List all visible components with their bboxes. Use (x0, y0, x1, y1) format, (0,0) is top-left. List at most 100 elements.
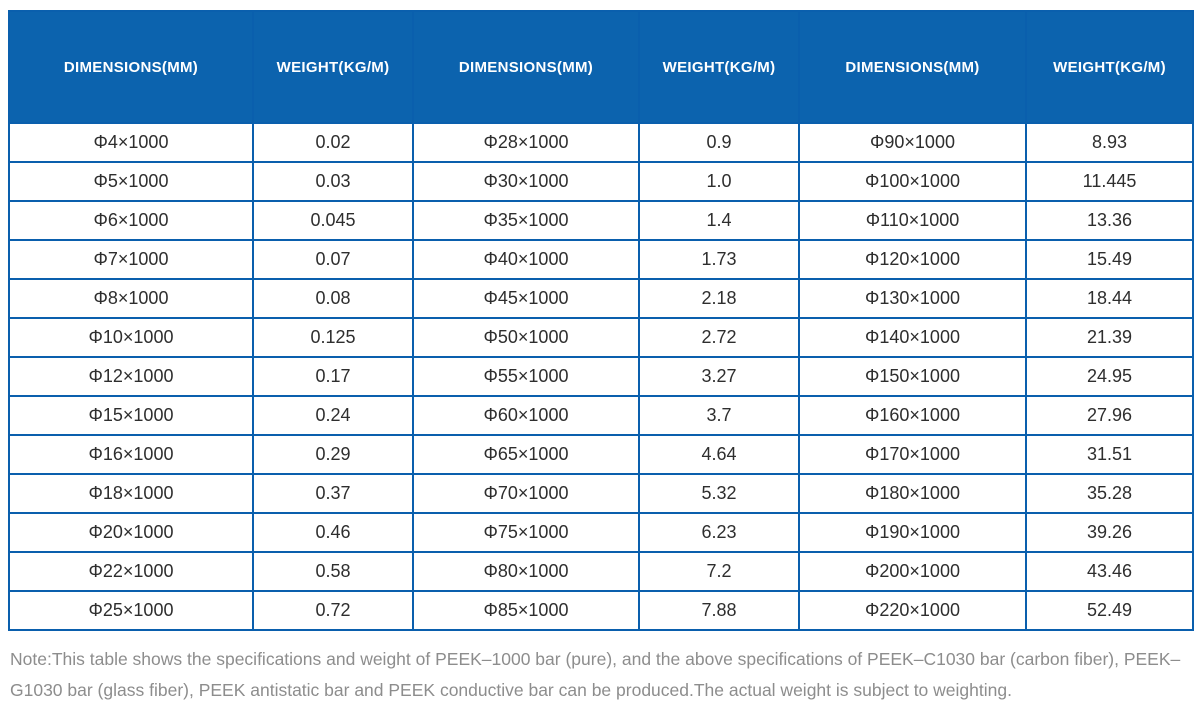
dimension-cell: Φ90×1000 (798, 122, 1027, 163)
header-weight-1: WEIGHT(KG/M) (252, 10, 414, 124)
dimension-cell: Φ85×1000 (412, 590, 640, 631)
dimension-cell: Φ40×1000 (412, 239, 640, 280)
weight-cell: 21.39 (1025, 317, 1194, 358)
dimension-cell: Φ170×1000 (798, 434, 1027, 475)
dimension-cell: Φ28×1000 (412, 122, 640, 163)
weight-cell: 0.29 (252, 434, 414, 475)
table-note: Note:This table shows the specifications… (10, 649, 1181, 700)
peek-bar-spec-table: DIMENSIONS(MM) WEIGHT(KG/M) DIMENSIONS(M… (8, 10, 1194, 631)
weight-cell: 0.72 (252, 590, 414, 631)
weight-cell: 1.4 (638, 200, 800, 241)
table-row: Φ10×1000 0.125 Φ50×1000 2.72 Φ140×1000 21.39 (8, 317, 1194, 358)
weight-cell: 3.7 (638, 395, 800, 436)
dimension-cell: Φ180×1000 (798, 473, 1027, 514)
weight-cell: 13.36 (1025, 200, 1194, 241)
table-row: Φ5×1000 0.03 Φ30×1000 1.0 Φ100×1000 11.445 (8, 161, 1194, 202)
weight-cell: 11.445 (1025, 161, 1194, 202)
weight-cell: 0.24 (252, 395, 414, 436)
table-row: Φ8×1000 0.08 Φ45×1000 2.18 Φ130×1000 18.44 (8, 278, 1194, 319)
dimension-cell: Φ35×1000 (412, 200, 640, 241)
dimension-cell: Φ25×1000 (8, 590, 254, 631)
weight-cell: 0.07 (252, 239, 414, 280)
dimension-cell: Φ6×1000 (8, 200, 254, 241)
table-row: Φ7×1000 0.07 Φ40×1000 1.73 Φ120×1000 15.49 (8, 239, 1194, 280)
weight-cell: 4.64 (638, 434, 800, 475)
table-row: Φ4×1000 0.02 Φ28×1000 0.9 Φ90×1000 8.93 (8, 122, 1194, 163)
weight-cell: 18.44 (1025, 278, 1194, 319)
weight-cell: 1.73 (638, 239, 800, 280)
weight-cell: 2.72 (638, 317, 800, 358)
weight-cell: 24.95 (1025, 356, 1194, 397)
dimension-cell: Φ10×1000 (8, 317, 254, 358)
weight-cell: 0.17 (252, 356, 414, 397)
dimension-cell: Φ30×1000 (412, 161, 640, 202)
dimension-cell: Φ65×1000 (412, 434, 640, 475)
dimension-cell: Φ75×1000 (412, 512, 640, 553)
weight-cell: 0.03 (252, 161, 414, 202)
dimension-cell: Φ220×1000 (798, 590, 1027, 631)
dimension-cell: Φ200×1000 (798, 551, 1027, 592)
weight-cell: 0.58 (252, 551, 414, 592)
weight-cell: 7.2 (638, 551, 800, 592)
dimension-cell: Φ190×1000 (798, 512, 1027, 553)
dimension-cell: Φ22×1000 (8, 551, 254, 592)
weight-cell: 15.49 (1025, 239, 1194, 280)
dimension-cell: Φ5×1000 (8, 161, 254, 202)
header-dimensions-1: DIMENSIONS(MM) (8, 10, 254, 124)
table-row: Φ20×1000 0.46 Φ75×1000 6.23 Φ190×1000 39.26 (8, 512, 1194, 553)
peek-bar-spec-table-wrap: DIMENSIONS(MM) WEIGHT(KG/M) DIMENSIONS(M… (8, 10, 1194, 631)
dimension-cell: Φ80×1000 (412, 551, 640, 592)
dimension-cell: Φ60×1000 (412, 395, 640, 436)
weight-cell: 0.46 (252, 512, 414, 553)
dimension-cell: Φ55×1000 (412, 356, 640, 397)
table-row: Φ12×1000 0.17 Φ55×1000 3.27 Φ150×1000 24.95 (8, 356, 1194, 397)
header-weight-2: WEIGHT(KG/M) (638, 10, 800, 124)
dimension-cell: Φ18×1000 (8, 473, 254, 514)
weight-cell: 8.93 (1025, 122, 1194, 163)
dimension-cell: Φ4×1000 (8, 122, 254, 163)
dimension-cell: Φ160×1000 (798, 395, 1027, 436)
dimension-cell: Φ16×1000 (8, 434, 254, 475)
dimension-cell: Φ12×1000 (8, 356, 254, 397)
dimension-cell: Φ140×1000 (798, 317, 1027, 358)
weight-cell: 1.0 (638, 161, 800, 202)
table-header-row: DIMENSIONS(MM) WEIGHT(KG/M) DIMENSIONS(M… (8, 10, 1194, 124)
weight-cell: 3.27 (638, 356, 800, 397)
dimension-cell: Φ50×1000 (412, 317, 640, 358)
weight-cell: 0.9 (638, 122, 800, 163)
table-row: Φ6×1000 0.045 Φ35×1000 1.4 Φ110×1000 13.36 (8, 200, 1194, 241)
weight-cell: 0.02 (252, 122, 414, 163)
table-row: Φ25×1000 0.72 Φ85×1000 7.88 Φ220×1000 52.49 (8, 590, 1194, 631)
table-row: Φ15×1000 0.24 Φ60×1000 3.7 Φ160×1000 27.96 (8, 395, 1194, 436)
weight-cell: 0.045 (252, 200, 414, 241)
dimension-cell: Φ130×1000 (798, 278, 1027, 319)
weight-cell: 0.37 (252, 473, 414, 514)
dimension-cell: Φ7×1000 (8, 239, 254, 280)
dimension-cell: Φ45×1000 (412, 278, 640, 319)
weight-cell: 35.28 (1025, 473, 1194, 514)
header-weight-3: WEIGHT(KG/M) (1025, 10, 1194, 124)
table-row: Φ22×1000 0.58 Φ80×1000 7.2 Φ200×1000 43.46 (8, 551, 1194, 592)
header-dimensions-3: DIMENSIONS(MM) (798, 10, 1027, 124)
weight-cell: 6.23 (638, 512, 800, 553)
dimension-cell: Φ150×1000 (798, 356, 1027, 397)
table-row: Φ16×1000 0.29 Φ65×1000 4.64 Φ170×1000 31.51 (8, 434, 1194, 475)
weight-cell: 27.96 (1025, 395, 1194, 436)
dimension-cell: Φ15×1000 (8, 395, 254, 436)
dimension-cell: Φ8×1000 (8, 278, 254, 319)
dimension-cell: Φ100×1000 (798, 161, 1027, 202)
weight-cell: 2.18 (638, 278, 800, 319)
dimension-cell: Φ120×1000 (798, 239, 1027, 280)
weight-cell: 5.32 (638, 473, 800, 514)
dimension-cell: Φ70×1000 (412, 473, 640, 514)
weight-cell: 0.125 (252, 317, 414, 358)
dimension-cell: Φ110×1000 (798, 200, 1027, 241)
table-body: Φ4×1000 0.02 Φ28×1000 0.9 Φ90×1000 8.93 Φ5×100… (8, 122, 1194, 631)
weight-cell: 31.51 (1025, 434, 1194, 475)
header-dimensions-2: DIMENSIONS(MM) (412, 10, 640, 124)
weight-cell: 43.46 (1025, 551, 1194, 592)
table-row: Φ18×1000 0.37 Φ70×1000 5.32 Φ180×1000 35.28 (8, 473, 1194, 514)
weight-cell: 0.08 (252, 278, 414, 319)
weight-cell: 7.88 (638, 590, 800, 631)
